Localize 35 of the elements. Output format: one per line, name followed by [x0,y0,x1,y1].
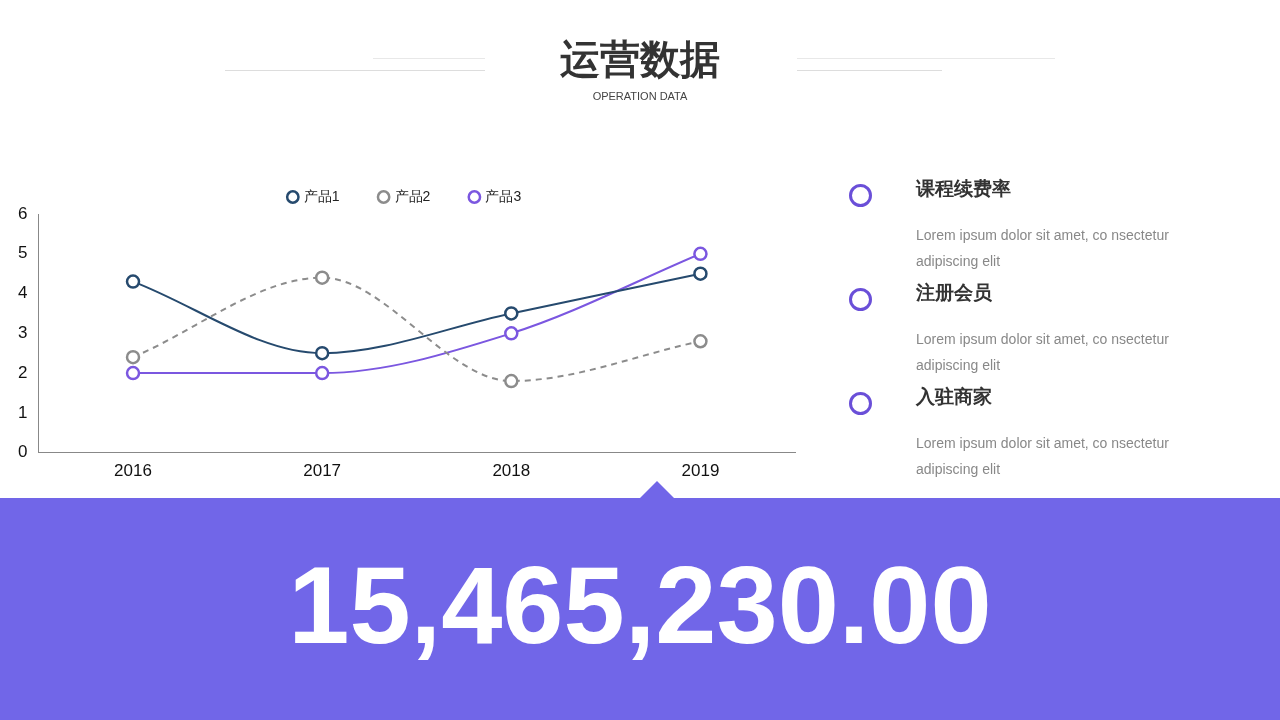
point [314,345,330,361]
point [504,306,519,321]
y-tick-label: 3 [17,322,28,342]
point [314,270,330,285]
y-tick-label: 6 [17,203,28,223]
point [504,326,519,341]
point [125,365,141,381]
y-tick-label: 0 [17,442,28,462]
chart-subtitle: OPERATION DATA [591,90,689,102]
text: Lorem ipsum dolor sit amet, co nsectetur adipiscing elit [916,434,1170,479]
text: 课程续费率 [916,177,1011,201]
text: 注册会员 [916,281,992,305]
y-tick-label: 4 [17,283,28,303]
x-tick-label: 2019 [681,461,720,481]
point [125,349,141,365]
x-tick-label: 2018 [492,461,531,481]
point [693,266,708,281]
legend-label: 产品3 [485,187,522,204]
legend-label: 产品2 [394,187,431,204]
y-tick-label: 5 [17,243,28,263]
text: 入驻商家 [916,385,992,409]
text: Lorem ipsum dolor sit amet, co nsectetur adipiscing elit [916,330,1170,375]
y-tick-label: 2 [17,362,28,382]
point [504,373,519,389]
text: Lorem ipsum dolor sit amet, co nsectetur adipiscing elit [916,226,1170,271]
y-tick-label: 1 [17,402,28,422]
x-tick-label: 2016 [114,461,152,481]
point [125,274,141,289]
chart-title: 运营数据 [559,36,721,83]
point [693,334,708,349]
text: 15,465,230.00 [287,542,993,668]
point [314,365,330,381]
point [693,246,708,262]
x-tick-label: 2017 [303,461,342,481]
legend-label: 产品1 [303,187,340,204]
